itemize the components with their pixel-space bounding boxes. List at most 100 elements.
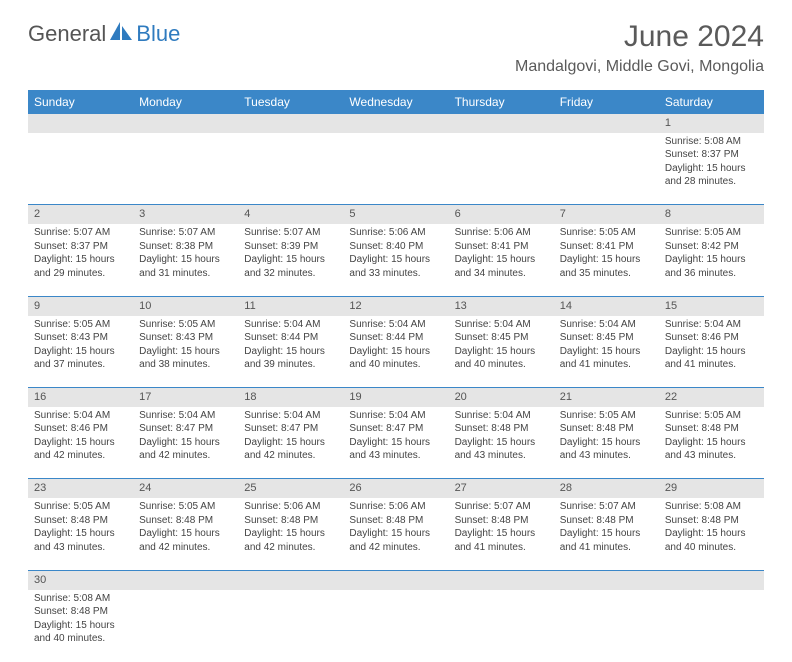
week-row: Sunrise: 5:04 AM Sunset: 8:46 PM Dayligh…: [28, 407, 764, 479]
day-number: [554, 570, 659, 589]
day-header-row: Sunday Monday Tuesday Wednesday Thursday…: [28, 90, 764, 114]
day-number: [28, 114, 133, 133]
day-header: Sunday: [28, 90, 133, 114]
day-number: 12: [343, 296, 448, 315]
day-cell: [659, 590, 764, 662]
day-number: [238, 570, 343, 589]
day-cell: Sunrise: 5:05 AM Sunset: 8:42 PM Dayligh…: [659, 224, 764, 296]
day-cell: Sunrise: 5:08 AM Sunset: 8:37 PM Dayligh…: [659, 133, 764, 205]
day-cell: Sunrise: 5:06 AM Sunset: 8:48 PM Dayligh…: [343, 498, 448, 570]
day-number: 20: [449, 388, 554, 407]
day-number: 26: [343, 479, 448, 498]
day-number: 19: [343, 388, 448, 407]
day-cell: [133, 133, 238, 205]
day-cell: Sunrise: 5:07 AM Sunset: 8:37 PM Dayligh…: [28, 224, 133, 296]
day-number: 15: [659, 296, 764, 315]
day-cell: Sunrise: 5:04 AM Sunset: 8:48 PM Dayligh…: [449, 407, 554, 479]
day-cell: [449, 133, 554, 205]
day-number: 4: [238, 205, 343, 224]
day-cell: [554, 590, 659, 662]
day-cell: Sunrise: 5:08 AM Sunset: 8:48 PM Dayligh…: [659, 498, 764, 570]
day-cell: [449, 590, 554, 662]
day-number: 30: [28, 570, 133, 589]
month-title: June 2024: [515, 20, 764, 54]
day-header: Wednesday: [343, 90, 448, 114]
day-cell: Sunrise: 5:05 AM Sunset: 8:43 PM Dayligh…: [133, 316, 238, 388]
day-number: 9: [28, 296, 133, 315]
day-number: 16: [28, 388, 133, 407]
day-number: [554, 114, 659, 133]
day-number: [343, 114, 448, 133]
calendar-table: Sunday Monday Tuesday Wednesday Thursday…: [28, 90, 764, 662]
daynum-row: 16171819202122: [28, 388, 764, 407]
day-cell: Sunrise: 5:07 AM Sunset: 8:39 PM Dayligh…: [238, 224, 343, 296]
logo: General Blue: [28, 20, 180, 47]
day-number: [238, 114, 343, 133]
day-cell: Sunrise: 5:05 AM Sunset: 8:48 PM Dayligh…: [659, 407, 764, 479]
day-number: 3: [133, 205, 238, 224]
day-cell: [238, 133, 343, 205]
daynum-row: 1: [28, 114, 764, 133]
day-cell: [343, 133, 448, 205]
day-number: 18: [238, 388, 343, 407]
daynum-row: 9101112131415: [28, 296, 764, 315]
day-number: 21: [554, 388, 659, 407]
day-number: 1: [659, 114, 764, 133]
day-cell: Sunrise: 5:05 AM Sunset: 8:48 PM Dayligh…: [554, 407, 659, 479]
day-number: 22: [659, 388, 764, 407]
day-number: [449, 570, 554, 589]
day-number: 14: [554, 296, 659, 315]
day-number: 28: [554, 479, 659, 498]
title-block: June 2024 Mandalgovi, Middle Govi, Mongo…: [515, 20, 764, 76]
day-header: Monday: [133, 90, 238, 114]
day-number: 2: [28, 205, 133, 224]
day-cell: Sunrise: 5:07 AM Sunset: 8:48 PM Dayligh…: [449, 498, 554, 570]
day-cell: Sunrise: 5:05 AM Sunset: 8:48 PM Dayligh…: [133, 498, 238, 570]
day-cell: Sunrise: 5:04 AM Sunset: 8:44 PM Dayligh…: [343, 316, 448, 388]
day-header: Friday: [554, 90, 659, 114]
day-number: 10: [133, 296, 238, 315]
daynum-row: 30: [28, 570, 764, 589]
day-number: 13: [449, 296, 554, 315]
day-header: Thursday: [449, 90, 554, 114]
day-number: 25: [238, 479, 343, 498]
day-cell: Sunrise: 5:05 AM Sunset: 8:41 PM Dayligh…: [554, 224, 659, 296]
day-number: 23: [28, 479, 133, 498]
day-cell: Sunrise: 5:06 AM Sunset: 8:40 PM Dayligh…: [343, 224, 448, 296]
week-row: Sunrise: 5:08 AM Sunset: 8:48 PM Dayligh…: [28, 590, 764, 662]
sail-icon: [108, 20, 134, 47]
day-header: Tuesday: [238, 90, 343, 114]
day-number: 6: [449, 205, 554, 224]
day-cell: Sunrise: 5:05 AM Sunset: 8:43 PM Dayligh…: [28, 316, 133, 388]
day-cell: Sunrise: 5:04 AM Sunset: 8:45 PM Dayligh…: [554, 316, 659, 388]
logo-text-general: General: [28, 21, 106, 47]
day-cell: [238, 590, 343, 662]
week-row: Sunrise: 5:05 AM Sunset: 8:43 PM Dayligh…: [28, 316, 764, 388]
day-number: 17: [133, 388, 238, 407]
day-number: 5: [343, 205, 448, 224]
day-cell: [554, 133, 659, 205]
day-number: [343, 570, 448, 589]
day-cell: [343, 590, 448, 662]
day-cell: Sunrise: 5:04 AM Sunset: 8:44 PM Dayligh…: [238, 316, 343, 388]
week-row: Sunrise: 5:05 AM Sunset: 8:48 PM Dayligh…: [28, 498, 764, 570]
day-number: 11: [238, 296, 343, 315]
day-number: 8: [659, 205, 764, 224]
day-cell: Sunrise: 5:08 AM Sunset: 8:48 PM Dayligh…: [28, 590, 133, 662]
day-cell: Sunrise: 5:04 AM Sunset: 8:46 PM Dayligh…: [659, 316, 764, 388]
day-cell: Sunrise: 5:04 AM Sunset: 8:45 PM Dayligh…: [449, 316, 554, 388]
day-number: [133, 570, 238, 589]
header: General Blue June 2024 Mandalgovi, Middl…: [0, 0, 792, 84]
day-number: 24: [133, 479, 238, 498]
day-header: Saturday: [659, 90, 764, 114]
week-row: Sunrise: 5:07 AM Sunset: 8:37 PM Dayligh…: [28, 224, 764, 296]
day-cell: [133, 590, 238, 662]
daynum-row: 23242526272829: [28, 479, 764, 498]
logo-text-blue: Blue: [136, 21, 180, 47]
day-cell: Sunrise: 5:04 AM Sunset: 8:47 PM Dayligh…: [343, 407, 448, 479]
day-cell: Sunrise: 5:06 AM Sunset: 8:48 PM Dayligh…: [238, 498, 343, 570]
day-cell: Sunrise: 5:05 AM Sunset: 8:48 PM Dayligh…: [28, 498, 133, 570]
day-number: 29: [659, 479, 764, 498]
day-cell: Sunrise: 5:07 AM Sunset: 8:38 PM Dayligh…: [133, 224, 238, 296]
day-number: 7: [554, 205, 659, 224]
